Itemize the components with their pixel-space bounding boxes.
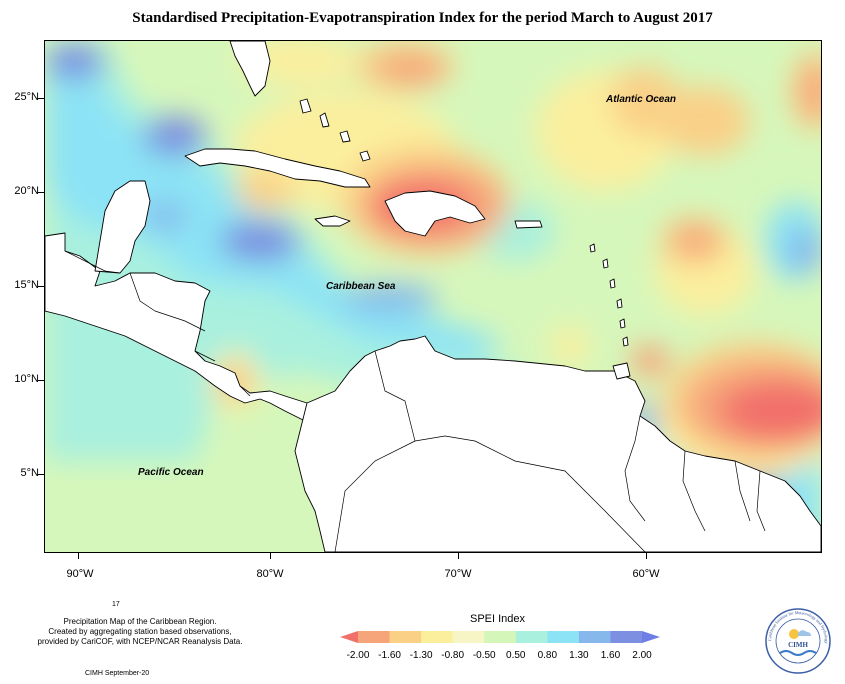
legend-swatch	[484, 631, 517, 643]
legend-tick-label: 1.30	[569, 650, 589, 661]
jamaica-land	[314, 215, 351, 227]
lat-tick	[38, 98, 44, 99]
legend-tick-label: -1.30	[409, 650, 433, 661]
cloud-icon	[798, 630, 811, 636]
lat-tick	[38, 474, 44, 475]
footer-line: Created by aggregating station based obs…	[48, 627, 232, 636]
caribbean-sea-label: Caribbean Sea	[326, 281, 396, 292]
lon-tick	[78, 553, 79, 559]
lat-label: 20°N	[14, 185, 39, 197]
atlantic-ocean-label: Atlantic Ocean	[606, 94, 677, 105]
legend-arrow-low	[340, 631, 358, 643]
legend-colorbar	[340, 629, 660, 650]
country-borders	[64, 250, 766, 552]
legend-swatch	[610, 631, 643, 643]
bahamas-islands	[299, 98, 371, 162]
legend-tick-label: -1.60	[378, 650, 401, 661]
legend-swatch	[421, 631, 454, 643]
lon-tick	[458, 553, 459, 559]
lat-tick	[38, 380, 44, 381]
lat-label: 10°N	[14, 373, 39, 385]
legend-swatch	[358, 631, 391, 643]
footer-line: Precipitation Map of the Caribbean Regio…	[63, 617, 217, 626]
lat-label: 5°N	[20, 467, 39, 479]
legend-tick-label: 0.50	[506, 650, 526, 661]
lon-label: 60°W	[632, 568, 660, 580]
legend-tick-label: -0.50	[472, 650, 496, 661]
lat-label: 15°N	[14, 279, 39, 291]
legend-swatch	[452, 631, 485, 643]
lat-tick	[38, 192, 44, 193]
footer-number: 17	[112, 601, 120, 608]
legend-swatch	[578, 631, 611, 643]
central-america-land	[45, 232, 346, 434]
legend-swatch	[515, 631, 548, 643]
lon-label: 70°W	[444, 568, 472, 580]
cuba-land	[184, 148, 371, 188]
lon-label: 90°W	[66, 568, 94, 580]
lat-tick	[38, 286, 44, 287]
yucatan-land	[94, 180, 151, 274]
cimh-logo-svg: Caribbean Institute for Meteorology and …	[765, 608, 831, 674]
legend-tick-label: -0.80	[441, 650, 465, 661]
puerto-rico-land	[514, 220, 543, 229]
trinidad-land	[612, 362, 631, 380]
lesser-antilles-islands	[589, 243, 629, 347]
map-title: Standardised Precipitation-Evapotranspir…	[132, 10, 713, 26]
footer-credits: Precipitation Map of the Caribbean Regio…	[20, 617, 260, 647]
footer-date: CIMH September-20	[85, 670, 150, 677]
legend-colorbar-svg	[340, 631, 660, 643]
legend-tick-label: 0.80	[537, 650, 558, 661]
legend-swatch	[389, 631, 422, 643]
lat-label: 25°N	[14, 91, 39, 103]
legend-tick-label: -2.00	[346, 650, 370, 661]
legend-tick-label: 1.60	[600, 650, 621, 661]
cimh-logo: Caribbean Institute for Meteorology and …	[764, 607, 832, 675]
spei-map	[44, 40, 822, 553]
lon-tick	[270, 553, 271, 559]
legend-title: SPEI Index	[470, 613, 526, 625]
map-canvas	[45, 41, 821, 552]
logo-text: CIMH	[788, 641, 808, 649]
legend-arrow-high	[642, 631, 660, 643]
hispaniola-land	[384, 190, 486, 237]
lon-tick	[646, 553, 647, 559]
florida-land	[229, 41, 271, 97]
lon-label: 80°W	[256, 568, 284, 580]
sun-icon	[789, 629, 799, 639]
footer-line: provided by CariCOF, with NCEP/NCAR Rean…	[37, 637, 243, 646]
legend-swatch	[547, 631, 580, 643]
pacific-ocean-label: Pacific Ocean	[138, 467, 204, 478]
legend-tick-label: 2.00	[632, 650, 652, 661]
waves-icon	[779, 650, 817, 656]
